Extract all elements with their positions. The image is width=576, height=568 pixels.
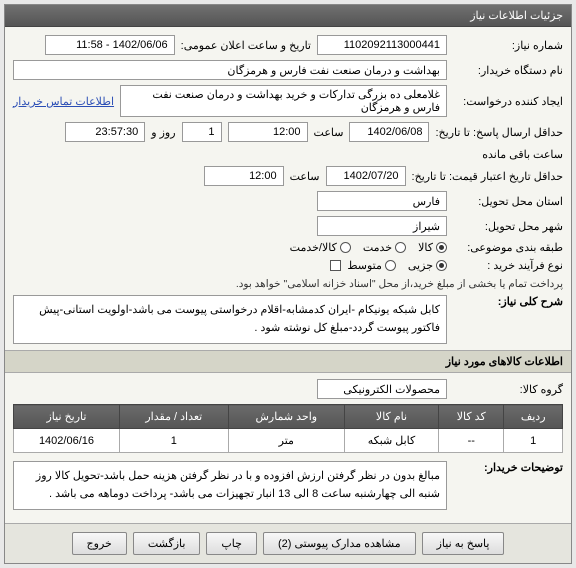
table-row[interactable]: 1--کابل شبکهمتر11402/06/16 [14,429,563,453]
row-subject: طبقه بندی موضوعی: کالا خدمت کالا/خدمت [13,241,563,254]
purchase-option[interactable]: متوسط [347,259,396,272]
label-hour-2: ساعت [290,170,320,183]
row-desc: شرح کلی نیاز: کابل شبکه یونیکام -ایران ک… [13,295,563,344]
table-header-cell: تعداد / مقدار [119,405,228,429]
row-request-no: شماره نیاز: 1102092113000441 تاریخ و ساع… [13,35,563,55]
table-cell: -- [439,429,504,453]
goods-table: ردیفکد کالانام کالاواحد شمارشتعداد / مقد… [13,404,563,453]
table-body: 1--کابل شبکهمتر11402/06/16 [14,429,563,453]
value-deadline-date: 1402/06/08 [349,122,429,142]
value-announce-time: 1402/06/06 - 11:58 [45,35,175,55]
radio-label: متوسط [347,259,382,272]
table-header-cell: واحد شمارش [228,405,344,429]
radio-icon[interactable] [385,260,396,271]
label-city: شهر محل تحویل: [453,220,563,233]
label-day-and: روز و [151,126,175,139]
panel-body: شماره نیاز: 1102092113000441 تاریخ و ساع… [5,27,571,523]
value-goods-group: محصولات الکترونیکی [317,379,447,399]
subject-radio-group: کالا خدمت کالا/خدمت [290,241,447,254]
back-button[interactable]: بازگشت [133,532,201,555]
radio-label: کالا/خدمت [290,241,337,254]
label-buyer-notes: توضیحات خریدار: [453,461,563,474]
label-desc: شرح کلی نیاز: [453,295,563,308]
row-goods-group: گروه کالا: محصولات الکترونیکی [13,379,563,399]
value-org: بهداشت و درمان صنعت نفت فارس و هرمزگان [13,60,447,80]
purchase-radio-group: جزیی متوسط [347,259,447,272]
exit-button[interactable]: خروج [72,532,127,555]
table-header-cell: کد کالا [439,405,504,429]
table-header-cell: تاریخ نیاز [14,405,120,429]
row-org: نام دستگاه خریدار: بهداشت و درمان صنعت ن… [13,60,563,80]
label-validity: حداقل تاریخ اعتبار قیمت: تا تاریخ: [412,170,563,183]
value-validity-date: 1402/07/20 [326,166,406,186]
panel-title: جزئیات اطلاعات نیاز [5,5,571,27]
value-deadline-hour: 12:00 [228,122,308,142]
label-remaining: ساعت باقی مانده [482,148,563,161]
subject-option[interactable]: خدمت [363,241,406,254]
row-validity: حداقل تاریخ اعتبار قیمت: تا تاریخ: 1402/… [13,166,563,186]
table-header-cell: نام کالا [344,405,438,429]
attachments-button[interactable]: مشاهده مدارک پیوستی (2) [263,532,416,555]
table-cell: 1 [504,429,563,453]
label-goods-group: گروه کالا: [453,383,563,396]
purchase-option[interactable]: جزیی [408,259,447,272]
label-subject: طبقه بندی موضوعی: [453,241,563,254]
value-city: شیراز [317,216,447,236]
label-creator: ایجاد کننده درخواست: [453,95,563,108]
label-province: استان محل تحویل: [453,195,563,208]
label-request-no: شماره نیاز: [453,39,563,52]
radio-label: کالا [418,241,433,254]
radio-icon[interactable] [436,260,447,271]
button-bar: پاسخ به نیاز مشاهده مدارک پیوستی (2) چاپ… [5,523,571,563]
table-cell: کابل شبکه [344,429,438,453]
reply-button[interactable]: پاسخ به نیاز [422,532,505,555]
row-deadline: حداقل ارسال پاسخ: تا تاریخ: 1402/06/08 س… [13,122,563,161]
print-button[interactable]: چاپ [206,532,257,555]
label-org: نام دستگاه خریدار: [453,64,563,77]
radio-label: خدمت [363,241,392,254]
radio-icon[interactable] [340,242,351,253]
radio-label: جزیی [408,259,433,272]
table-header-row: ردیفکد کالانام کالاواحد شمارشتعداد / مقد… [14,405,563,429]
radio-icon[interactable] [436,242,447,253]
row-province: استان محل تحویل: فارس [13,191,563,211]
radio-icon[interactable] [395,242,406,253]
section-goods-header: اطلاعات کالاهای مورد نیاز [5,350,571,373]
subject-option[interactable]: کالا [418,241,447,254]
table-cell: 1402/06/16 [14,429,120,453]
value-desc: کابل شبکه یونیکام -ایران کدمشابه-اقلام د… [13,295,447,344]
pay-note: پرداخت تمام یا بخشی از مبلغ خرید،از محل … [236,278,563,290]
table-header-cell: ردیف [504,405,563,429]
row-creator: ایجاد کننده درخواست: غلامعلی ده بزرگی تد… [13,85,563,117]
value-request-no: 1102092113000441 [317,35,447,55]
contact-link[interactable]: اطلاعات تماس خریدار [13,95,114,108]
row-buyer-notes: توضیحات خریدار: مبالغ بدون در نظر گرفتن … [13,461,563,510]
value-province: فارس [317,191,447,211]
table-cell: متر [228,429,344,453]
value-creator: غلامعلی ده بزرگی تدارکات و خرید بهداشت و… [120,85,447,117]
value-validity-hour: 12:00 [204,166,284,186]
row-city: شهر محل تحویل: شیراز [13,216,563,236]
details-panel: جزئیات اطلاعات نیاز شماره نیاز: 11020921… [4,4,572,564]
label-hour-1: ساعت [314,126,344,139]
treasury-checkbox[interactable] [330,260,341,271]
subject-option[interactable]: کالا/خدمت [290,241,351,254]
label-purchase: نوع فرآیند خرید : [453,259,563,272]
label-announce-time: تاریخ و ساعت اعلان عمومی: [181,39,311,52]
value-buyer-notes: مبالغ بدون در نظر گرفتن ارزش افزوده و با… [13,461,447,510]
row-purchase: نوع فرآیند خرید : جزیی متوسط پرداخت تمام … [13,259,563,290]
value-deadline-time: 23:57:30 [65,122,145,142]
table-cell: 1 [119,429,228,453]
label-deadline: حداقل ارسال پاسخ: تا تاریخ: [435,126,563,139]
value-deadline-days: 1 [182,122,222,142]
